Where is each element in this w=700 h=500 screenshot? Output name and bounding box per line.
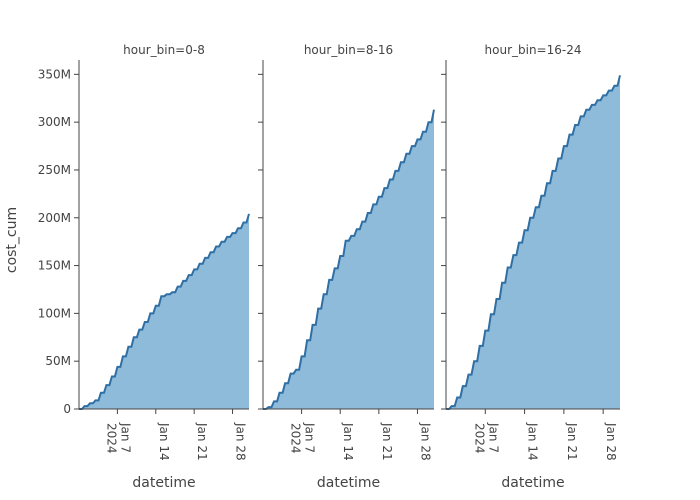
facet-title: hour_bin=0-8 xyxy=(123,43,205,57)
x-tick-label: Jan 28 xyxy=(604,422,618,461)
facet-series-line xyxy=(446,75,621,410)
x-tick-label: Jan 28 xyxy=(418,422,432,461)
facet-title: hour_bin=16-24 xyxy=(485,43,582,57)
y-tick-label: 50M xyxy=(45,354,71,368)
x-tick-label: Jan 14 xyxy=(341,422,355,461)
x-tick-label: Jan 21 xyxy=(380,422,394,461)
y-tick-label: 0 xyxy=(63,402,71,416)
y-tick-label: 100M xyxy=(38,306,71,320)
x-tick-label: Jan 7 xyxy=(486,422,500,453)
x-tick-label: Jan 28 xyxy=(234,422,248,461)
x-tick-label: Jan 14 xyxy=(526,422,540,461)
facet-series-line xyxy=(79,213,250,410)
facet-area-fill xyxy=(446,75,620,410)
y-tick-label: 250M xyxy=(38,163,71,177)
facet-series-line xyxy=(263,109,435,410)
x-tick-label: Jan 7 xyxy=(303,422,317,453)
y-tick-label: 350M xyxy=(38,67,71,81)
x-tick-sublabel: 2024 xyxy=(472,423,486,454)
y-tick-label: 300M xyxy=(38,115,71,129)
x-tick-label: Jan 21 xyxy=(565,422,579,461)
x-axis-title: datetime xyxy=(317,475,380,491)
x-axis-title: datetime xyxy=(501,475,564,491)
x-tick-label: Jan 14 xyxy=(157,422,171,461)
x-tick-label: Jan 7 xyxy=(118,422,132,453)
facet-area-fill xyxy=(263,109,434,409)
x-tick-label: Jan 21 xyxy=(195,422,209,461)
y-tick-label: 150M xyxy=(38,259,71,273)
y-axis-title: cost_cum xyxy=(4,207,20,273)
facet-title: hour_bin=8-16 xyxy=(304,43,393,57)
x-axis-title: datetime xyxy=(132,475,195,491)
x-tick-sublabel: 2024 xyxy=(289,423,303,454)
y-tick-label: 200M xyxy=(38,211,71,225)
facet-area-fill xyxy=(79,213,249,409)
x-tick-sublabel: 2024 xyxy=(104,423,118,454)
